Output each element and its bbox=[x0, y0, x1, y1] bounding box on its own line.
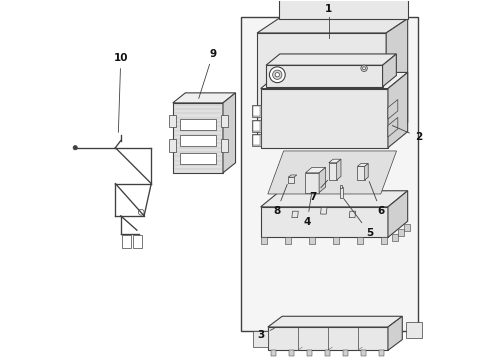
Polygon shape bbox=[309, 237, 314, 244]
Circle shape bbox=[269, 67, 285, 83]
Polygon shape bbox=[357, 163, 367, 166]
Polygon shape bbox=[357, 237, 363, 244]
Polygon shape bbox=[287, 175, 296, 177]
Polygon shape bbox=[381, 237, 386, 244]
Circle shape bbox=[73, 145, 77, 150]
Bar bbox=[221, 115, 228, 127]
Polygon shape bbox=[333, 237, 339, 244]
Polygon shape bbox=[287, 177, 293, 183]
Polygon shape bbox=[387, 72, 407, 148]
Bar bbox=[251, 105, 260, 117]
Polygon shape bbox=[386, 19, 407, 137]
Polygon shape bbox=[387, 191, 407, 237]
Bar bbox=[169, 115, 176, 127]
Text: 9: 9 bbox=[198, 49, 216, 99]
Polygon shape bbox=[260, 207, 387, 237]
Text: 4: 4 bbox=[303, 194, 311, 227]
Polygon shape bbox=[364, 163, 367, 180]
Polygon shape bbox=[265, 54, 396, 65]
Polygon shape bbox=[305, 167, 325, 173]
Circle shape bbox=[272, 70, 282, 80]
Bar bbox=[133, 234, 142, 248]
Bar bbox=[169, 139, 176, 152]
Polygon shape bbox=[387, 117, 397, 137]
Polygon shape bbox=[257, 19, 407, 33]
Polygon shape bbox=[307, 350, 312, 356]
Bar bbox=[340, 185, 342, 188]
Polygon shape bbox=[328, 159, 340, 163]
Bar bbox=[180, 119, 215, 130]
Polygon shape bbox=[397, 229, 404, 236]
Polygon shape bbox=[387, 316, 402, 350]
Polygon shape bbox=[361, 350, 366, 356]
Text: 5: 5 bbox=[344, 199, 372, 238]
Polygon shape bbox=[285, 237, 290, 244]
Bar bbox=[221, 139, 228, 152]
Polygon shape bbox=[320, 208, 326, 214]
Circle shape bbox=[362, 67, 365, 70]
Polygon shape bbox=[278, 0, 407, 19]
Text: 8: 8 bbox=[273, 184, 286, 216]
Circle shape bbox=[275, 73, 279, 77]
Polygon shape bbox=[261, 237, 266, 244]
Polygon shape bbox=[382, 54, 396, 87]
Text: 6: 6 bbox=[368, 181, 384, 216]
Text: 2: 2 bbox=[391, 126, 421, 142]
Polygon shape bbox=[267, 327, 387, 350]
Bar bbox=[251, 120, 260, 132]
Polygon shape bbox=[325, 350, 330, 356]
Polygon shape bbox=[223, 93, 235, 173]
Polygon shape bbox=[260, 191, 407, 207]
Polygon shape bbox=[267, 151, 396, 194]
Polygon shape bbox=[260, 72, 407, 89]
Polygon shape bbox=[257, 33, 386, 137]
Polygon shape bbox=[172, 93, 235, 103]
Polygon shape bbox=[343, 350, 347, 356]
Polygon shape bbox=[267, 316, 402, 327]
Circle shape bbox=[360, 65, 366, 72]
Text: 1: 1 bbox=[325, 4, 332, 14]
Text: 10: 10 bbox=[113, 53, 128, 132]
Bar bbox=[252, 135, 259, 145]
Polygon shape bbox=[260, 89, 387, 148]
Polygon shape bbox=[291, 211, 298, 218]
Bar bbox=[252, 107, 259, 116]
Polygon shape bbox=[357, 166, 364, 180]
Polygon shape bbox=[403, 225, 409, 231]
Polygon shape bbox=[379, 350, 384, 356]
Text: 3: 3 bbox=[257, 328, 274, 340]
Polygon shape bbox=[271, 350, 276, 356]
Polygon shape bbox=[405, 321, 421, 338]
Bar bbox=[252, 121, 259, 131]
Polygon shape bbox=[391, 234, 398, 240]
Polygon shape bbox=[336, 159, 340, 180]
Polygon shape bbox=[305, 173, 319, 193]
Polygon shape bbox=[348, 211, 355, 218]
Polygon shape bbox=[328, 163, 336, 180]
Text: 7: 7 bbox=[308, 180, 327, 202]
Bar bbox=[251, 134, 260, 146]
Polygon shape bbox=[319, 167, 325, 193]
Polygon shape bbox=[387, 99, 397, 119]
Bar bbox=[241, 17, 418, 330]
Bar bbox=[339, 187, 343, 198]
Polygon shape bbox=[253, 330, 267, 347]
Bar bbox=[180, 135, 215, 146]
Bar bbox=[122, 234, 131, 248]
Bar bbox=[180, 153, 215, 164]
Polygon shape bbox=[265, 65, 382, 87]
Polygon shape bbox=[289, 350, 294, 356]
Polygon shape bbox=[172, 103, 223, 173]
